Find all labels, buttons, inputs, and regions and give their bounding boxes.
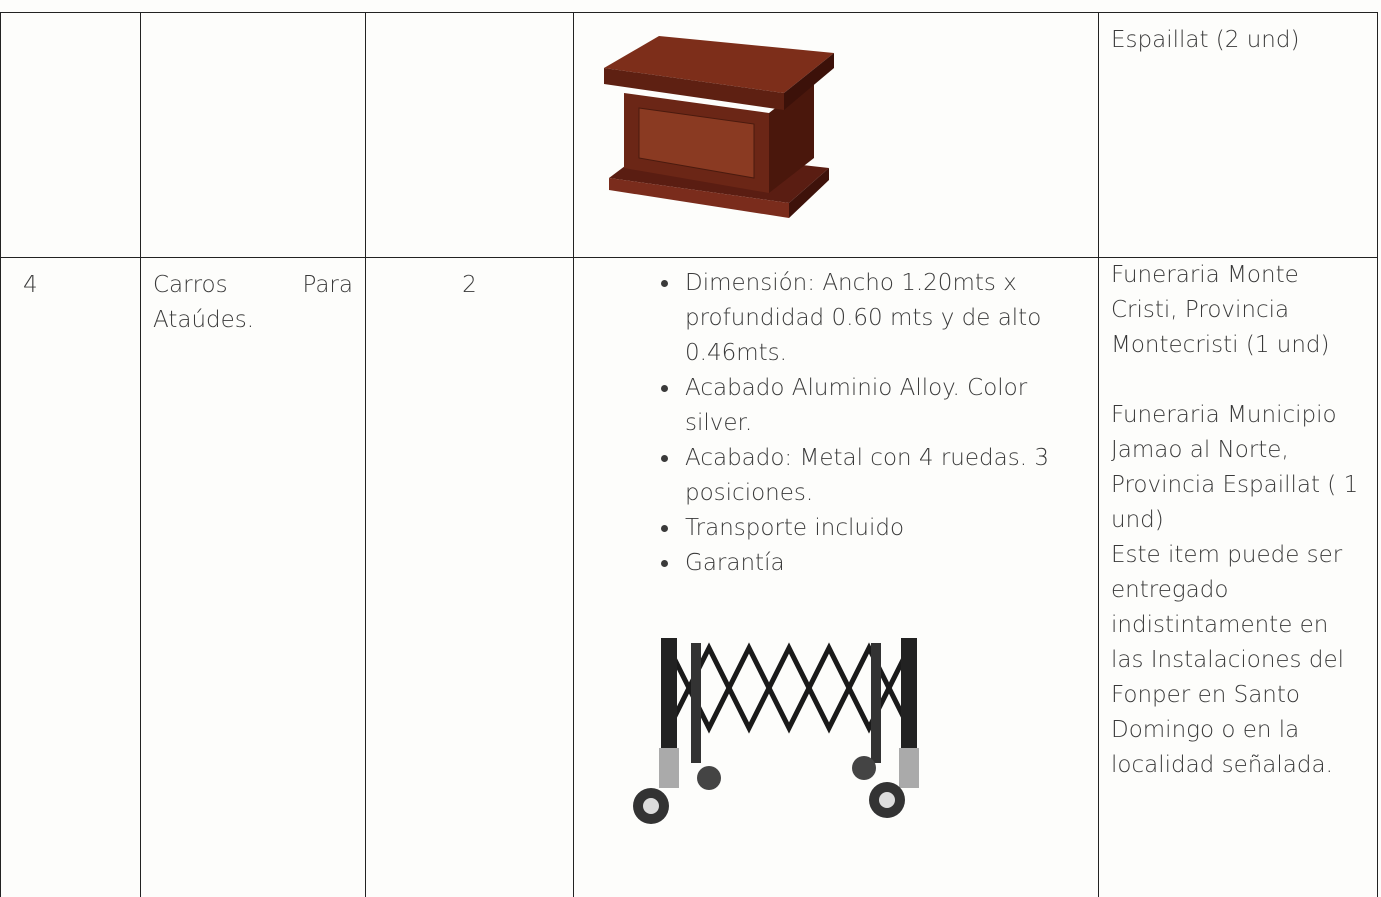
spec-item: Acabado: Metal con 4 ruedas. 3 posicione… [681,441,1086,511]
spec-list: Dimensión: Ancho 1.20mts x profundidad 0… [586,266,1086,581]
cell: Funeraria Monte Cristi, Provincia Montec… [1098,257,1378,897]
urn-image [604,36,834,218]
cell: Espaillat (2 und) [1098,12,1378,257]
location-text: Funeraria Monte Cristi, Provincia Montec… [1111,262,1330,358]
cell [140,12,365,257]
cell [573,12,1098,257]
spec-item: Acabado Aluminio Alloy. Color silver. [681,371,1086,441]
cell [0,12,140,257]
item-number: 4 [23,272,38,298]
location-text: Funeraria Municipio Jamao al Norte, Prov… [1111,402,1359,533]
cell: Carros Para Ataúdes. [140,257,365,897]
quantity: 2 [462,272,477,298]
spec-item: Transporte incluido [681,511,1086,546]
cell: 4 [0,257,140,897]
spec-item: Garantía [681,546,1086,581]
cell [365,12,573,257]
item-name: Carros Para Ataúdes. [153,272,353,333]
location-text: Espaillat (2 und) [1111,27,1300,53]
cell: Dimensión: Ancho 1.20mts x profundidad 0… [573,257,1098,897]
location-note: Este item puede ser entregado indistinta… [1111,542,1344,778]
spec-item: Dimensión: Ancho 1.20mts x profundidad 0… [681,266,1086,371]
cell: 2 [365,257,573,897]
cart-image [633,638,919,824]
